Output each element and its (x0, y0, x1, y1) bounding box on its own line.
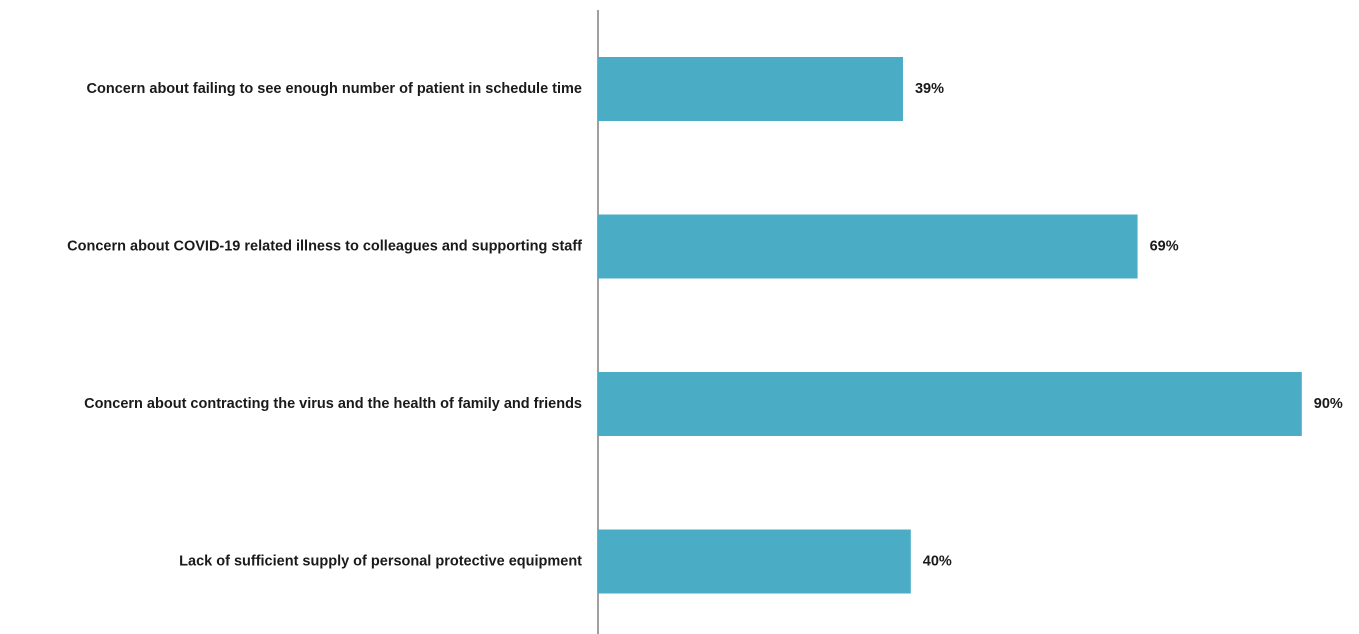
value-labels-group: 39% 69% 90% 40% (915, 81, 1343, 570)
bar (598, 372, 1302, 436)
value-label: 69% (1150, 239, 1179, 255)
value-label: 40% (923, 554, 952, 570)
bars-group (598, 57, 1302, 594)
value-label: 90% (1314, 396, 1343, 412)
category-label: Concern about contracting the virus and … (84, 396, 582, 412)
category-label: Lack of sufficient supply of personal pr… (179, 554, 582, 570)
category-label: Concern about failing to see enough numb… (87, 81, 582, 97)
category-label: Concern about COVID-19 related illness t… (67, 239, 582, 255)
bar (598, 529, 911, 594)
bar (598, 57, 903, 121)
category-labels-group: Concern about failing to see enough numb… (67, 81, 582, 570)
bar (598, 214, 1138, 279)
value-label: 39% (915, 81, 944, 97)
